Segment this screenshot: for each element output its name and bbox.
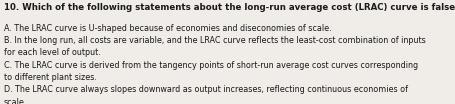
- Text: B. In the long run, all costs are variable, and the LRAC curve reflects the leas: B. In the long run, all costs are variab…: [4, 36, 425, 45]
- Text: C. The LRAC curve is derived from the tangency points of short-run average cost : C. The LRAC curve is derived from the ta…: [4, 61, 418, 70]
- Text: to different plant sizes.: to different plant sizes.: [4, 73, 96, 82]
- Text: A. The LRAC curve is U-shaped because of economies and diseconomies of scale.: A. The LRAC curve is U-shaped because of…: [4, 24, 331, 33]
- Text: 10. Which of the following statements about the long-run average cost (LRAC) cur: 10. Which of the following statements ab…: [4, 3, 455, 12]
- Text: for each level of output.: for each level of output.: [4, 48, 101, 58]
- Text: D. The LRAC curve always slopes downward as output increases, reflecting continu: D. The LRAC curve always slopes downward…: [4, 85, 408, 94]
- Text: scale.: scale.: [4, 98, 27, 104]
